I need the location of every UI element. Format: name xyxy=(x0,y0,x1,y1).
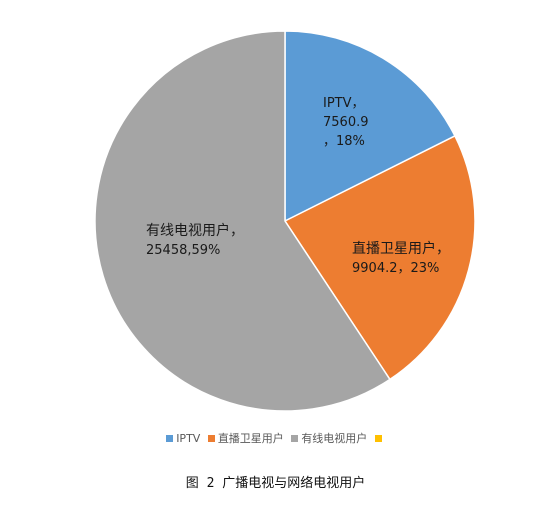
data-label-cable: 有线电视用户， 25458,59% xyxy=(146,222,244,260)
data-label-satellite: 直播卫星用户， 9904.2，23% xyxy=(352,240,450,278)
legend-item-satellite: 直播卫星用户 xyxy=(207,430,284,446)
data-label-cable-line1: 有线电视用户， xyxy=(146,223,244,239)
figure-caption: 图 2 广播电视与网络电视用户 xyxy=(185,476,366,491)
data-label-satellite-line1: 直播卫星用户， xyxy=(352,241,450,257)
data-label-cable-line2: 25458,59% xyxy=(146,243,221,258)
pie-chart xyxy=(94,30,476,412)
slice-cable xyxy=(94,30,391,412)
data-label-iptv-line3: ，18% xyxy=(323,134,365,149)
legend-swatch-satellite xyxy=(207,435,215,442)
legend-label-iptv: IPTV xyxy=(176,432,201,445)
slice-satellite xyxy=(283,134,476,381)
legend-item-iptv: IPTV xyxy=(166,432,200,445)
slice-iptv xyxy=(284,30,456,223)
data-label-satellite-line2: 9904.2，23% xyxy=(352,261,440,276)
legend-swatch-cable xyxy=(291,435,299,442)
legend: IPTV 直播卫星用户 有线电视用户 xyxy=(0,430,551,446)
legend-swatch-iptv xyxy=(166,435,174,442)
legend-label-cable: 有线电视用户 xyxy=(301,432,368,445)
legend-swatch-fourth xyxy=(374,435,382,442)
data-label-iptv: IPTV， 7560.9 ，18% xyxy=(323,94,369,151)
data-label-iptv-line1: IPTV， xyxy=(323,96,365,111)
legend-item-cable: 有线电视用户 xyxy=(291,430,367,446)
legend-label-satellite: 直播卫星用户 xyxy=(217,432,284,445)
data-label-iptv-line2: 7560.9 xyxy=(323,115,369,130)
legend-item-fourth xyxy=(374,432,385,445)
